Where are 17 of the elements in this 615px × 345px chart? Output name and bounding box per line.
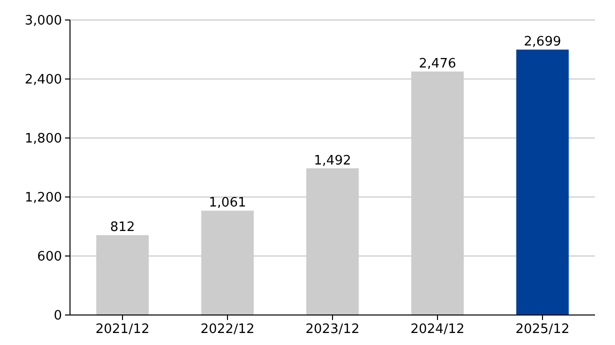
data-label: 812: [110, 220, 135, 236]
data-label: 2,699: [524, 34, 562, 50]
y-tick-label: 600: [37, 250, 62, 265]
data-label: 2,476: [418, 56, 456, 72]
y-tick-label: 3,000: [24, 14, 62, 29]
data-label: 1,492: [314, 153, 352, 168]
y-tick-label: 2,400: [24, 72, 62, 88]
bar: [516, 50, 569, 315]
y-tick-label: 1,200: [24, 190, 62, 206]
x-tick-label: 2022/12: [200, 322, 255, 337]
x-tick-label: 2021/12: [95, 322, 150, 337]
y-tick-label: 1,800: [24, 132, 62, 147]
y-tick-label: 0: [54, 308, 62, 324]
x-tick-label: 2023/12: [305, 322, 360, 337]
x-tick-label: 2024/12: [410, 322, 465, 337]
x-tick-label: 2025/12: [515, 322, 570, 337]
data-label: 1,061: [208, 196, 246, 211]
